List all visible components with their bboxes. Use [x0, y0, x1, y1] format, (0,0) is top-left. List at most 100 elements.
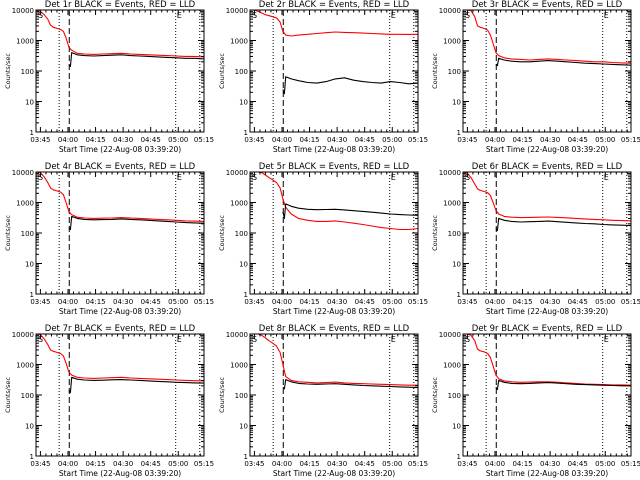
start-flag-label: S — [252, 173, 257, 182]
x-tick-label: 05:00 — [595, 136, 615, 144]
y-tick-label: 1 — [457, 129, 461, 137]
panel-title: Det 3r BLACK = Events, RED = LLD — [472, 0, 623, 10]
panel-title: Det 6r BLACK = Events, RED = LLD — [472, 162, 623, 172]
y-axis-label: Counts/sec — [431, 53, 439, 89]
x-tick-label: 04:45 — [141, 136, 161, 144]
y-tick-label: 1000 — [16, 200, 34, 208]
series-events — [68, 376, 204, 394]
series-lld — [36, 10, 204, 58]
x-tick-label: 03:45 — [244, 460, 264, 468]
series-events — [495, 217, 631, 232]
series-lld — [250, 172, 418, 231]
plot-frame — [249, 333, 419, 457]
x-tick-label: 04:15 — [512, 460, 532, 468]
panel-title: Det 7r BLACK = Events, RED = LLD — [45, 324, 196, 334]
x-tick-label: 04:30 — [540, 136, 560, 144]
x-axis-label: Start Time (22-Aug-08 03:39:20) — [59, 307, 181, 316]
x-tick-label: 04:00 — [485, 298, 505, 306]
plot-frame — [462, 9, 632, 133]
x-tick-label: 03:45 — [244, 136, 264, 144]
x-tick-label: 05:00 — [595, 298, 615, 306]
panel-title: Det 2r BLACK = Events, RED = LLD — [259, 0, 410, 10]
x-tick-label: 03:45 — [457, 298, 477, 306]
x-tick-label: 04:15 — [299, 298, 319, 306]
y-tick-label: 10 — [452, 423, 461, 431]
y-tick-label: 1000 — [443, 200, 461, 208]
y-tick-label: 10 — [239, 423, 248, 431]
y-tick-label: 1000 — [230, 200, 248, 208]
start-flag-label: S — [252, 11, 257, 20]
x-axis-label: Start Time (22-Aug-08 03:39:20) — [273, 307, 395, 316]
start-flag-label: S — [38, 11, 43, 20]
y-tick-label: 10000 — [12, 7, 34, 15]
y-tick-label: 1000 — [16, 38, 34, 46]
x-tick-label: 03:45 — [457, 460, 477, 468]
plot-frame — [35, 9, 205, 133]
x-tick-label: 04:15 — [299, 136, 319, 144]
x-tick-label: 05:00 — [168, 136, 188, 144]
x-tick-label: 05:15 — [621, 460, 640, 468]
y-axis-label: Counts/sec — [4, 53, 12, 89]
y-tick-label: 1 — [30, 291, 34, 299]
x-tick-label: 05:15 — [194, 298, 214, 306]
panel-title: Det 5r BLACK = Events, RED = LLD — [259, 162, 410, 172]
y-tick-label: 100 — [448, 392, 461, 400]
x-tick-label: 04:45 — [141, 298, 161, 306]
x-tick-label: 03:45 — [457, 136, 477, 144]
x-tick-label: 05:00 — [168, 298, 188, 306]
series-lld — [36, 172, 204, 222]
panel-title: Det 4r BLACK = Events, RED = LLD — [45, 162, 196, 172]
x-tick-label: 04:15 — [512, 298, 532, 306]
data-series-group — [250, 172, 418, 231]
y-axis-label: Counts/sec — [431, 215, 439, 251]
x-tick-label: 05:15 — [194, 460, 214, 468]
x-tick-label: 04:15 — [85, 460, 105, 468]
y-axis-label: Counts/sec — [218, 215, 226, 251]
data-series-group — [463, 334, 631, 391]
x-tick-label: 04:15 — [85, 136, 105, 144]
y-axis-label: Counts/sec — [431, 377, 439, 413]
plot-frame — [249, 171, 419, 295]
y-tick-label: 10000 — [12, 331, 34, 339]
series-lld — [250, 334, 418, 386]
y-tick-label: 100 — [21, 230, 34, 238]
x-tick-label: 05:00 — [382, 136, 402, 144]
y-tick-label: 10 — [25, 261, 34, 269]
x-tick-label: 04:00 — [272, 298, 292, 306]
y-tick-label: 1 — [30, 453, 34, 461]
y-tick-label: 1 — [30, 129, 34, 137]
x-tick-label: 03:45 — [30, 136, 50, 144]
x-tick-label: 03:45 — [30, 460, 50, 468]
y-tick-label: 1000 — [230, 38, 248, 46]
x-tick-label: 05:15 — [408, 298, 428, 306]
x-tick-label: 04:30 — [113, 136, 133, 144]
plot-frame — [462, 171, 632, 295]
x-tick-label: 05:00 — [382, 298, 402, 306]
y-tick-label: 10 — [25, 423, 34, 431]
y-tick-label: 10 — [25, 99, 34, 107]
x-axis-label: Start Time (22-Aug-08 03:39:20) — [59, 469, 181, 478]
series-events — [282, 76, 418, 95]
data-series-group — [463, 10, 631, 67]
data-series-group — [250, 10, 418, 95]
x-axis-label: Start Time (22-Aug-08 03:39:20) — [59, 145, 181, 154]
data-series-group — [36, 172, 204, 231]
y-tick-label: 10 — [452, 99, 461, 107]
series-lld — [463, 334, 631, 386]
x-tick-label: 04:00 — [485, 136, 505, 144]
x-tick-label: 04:00 — [58, 298, 78, 306]
x-tick-label: 04:30 — [113, 460, 133, 468]
y-axis-label: Counts/sec — [218, 377, 226, 413]
x-tick-label: 04:30 — [113, 298, 133, 306]
end-flag-label: E — [177, 335, 182, 344]
y-tick-label: 1 — [244, 453, 248, 461]
x-tick-label: 05:00 — [382, 460, 402, 468]
data-series-group — [463, 172, 631, 232]
y-tick-label: 1 — [244, 129, 248, 137]
y-axis-label: Counts/sec — [218, 53, 226, 89]
